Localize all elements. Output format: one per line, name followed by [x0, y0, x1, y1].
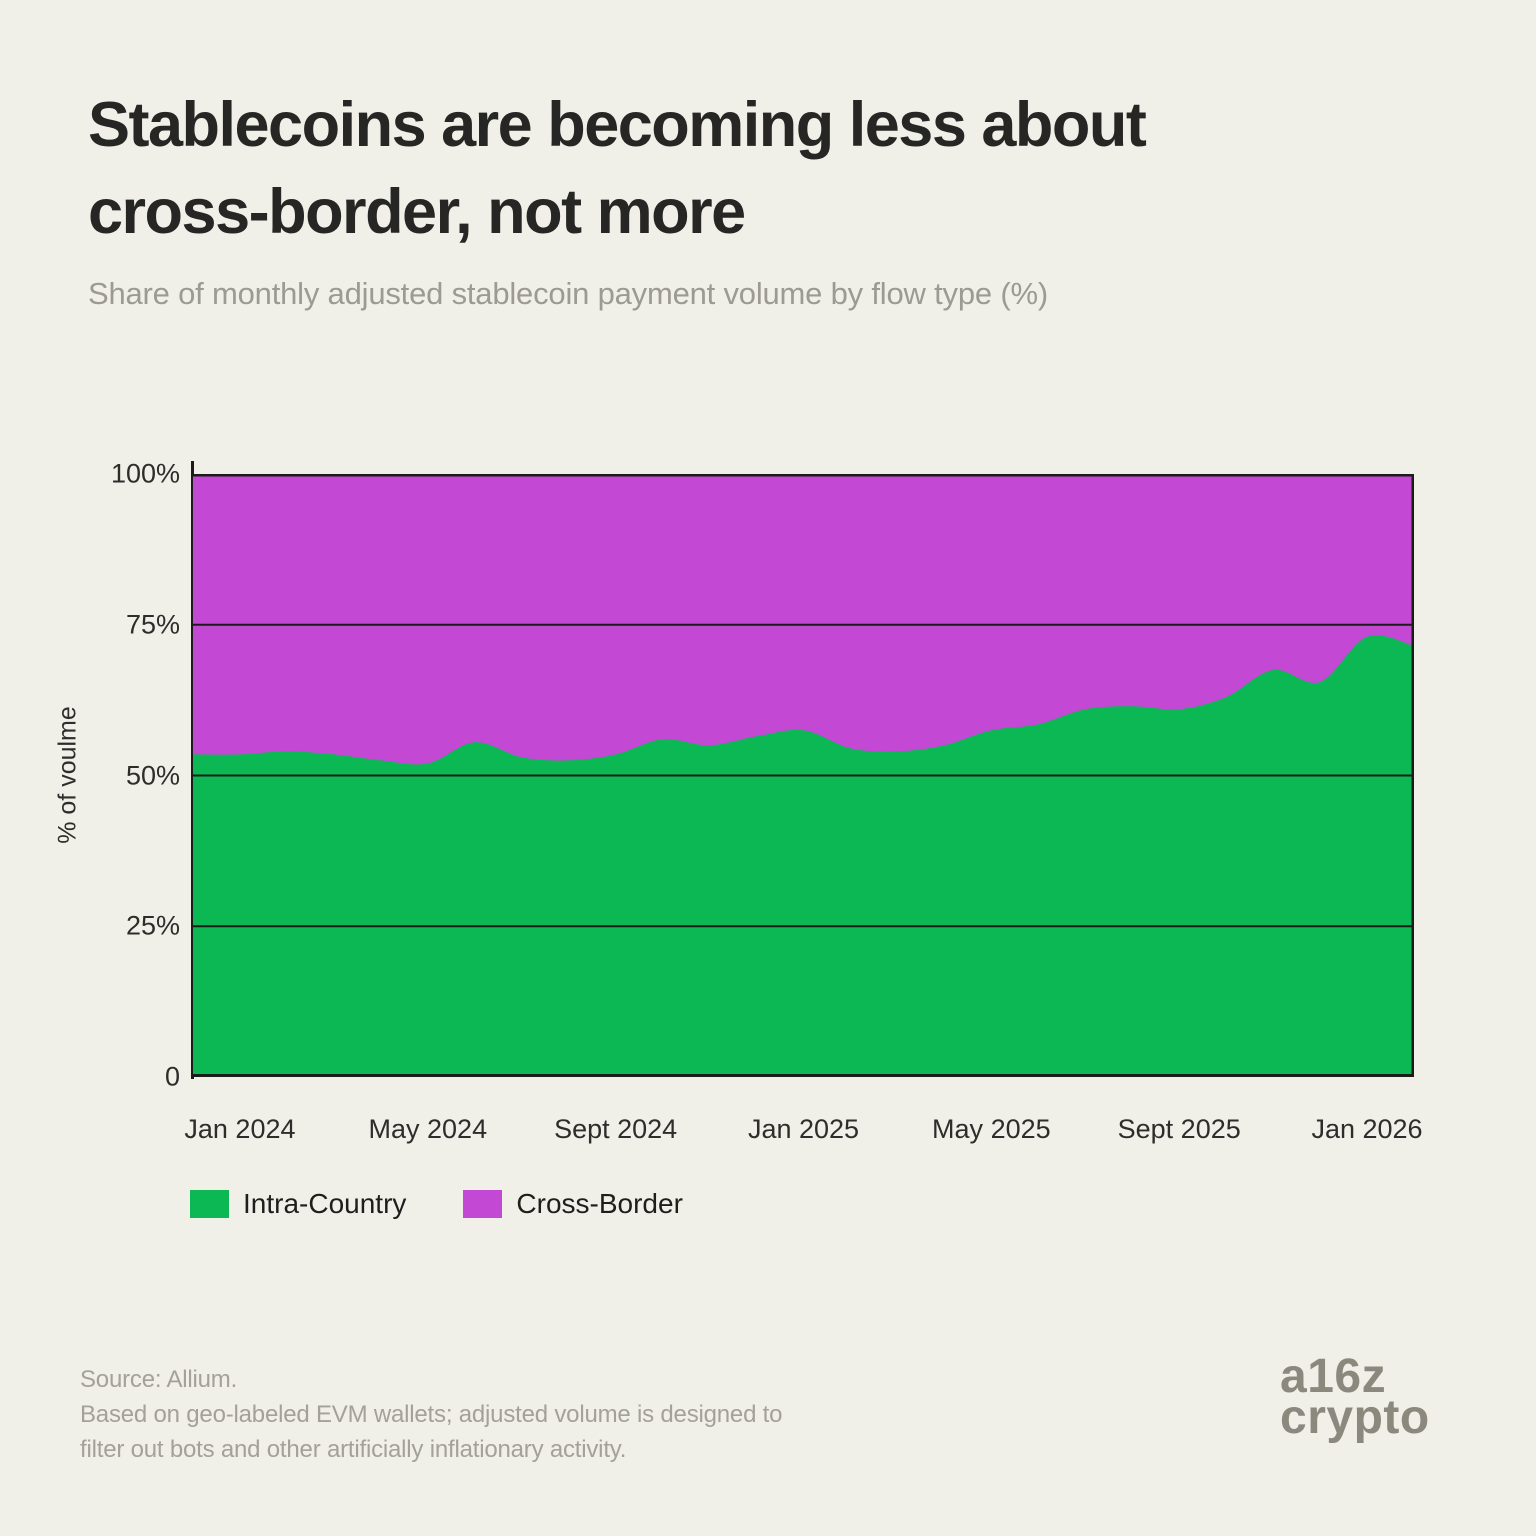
stacked-area-chart — [193, 474, 1414, 1077]
y-tick-label: 25% — [125, 910, 180, 941]
y-tick-label: 50% — [125, 760, 180, 790]
x-tick-label: Jan 2026 — [1311, 1114, 1423, 1144]
legend-swatch-icon — [463, 1190, 503, 1218]
legend-item: Cross-Border — [463, 1188, 683, 1220]
x-tick-label: Jan 2024 — [184, 1114, 296, 1144]
y-tick-label: 100% — [110, 458, 180, 489]
legend-item: Intra-Country — [190, 1188, 406, 1220]
a16z-crypto-logo: a16z crypto — [1280, 1350, 1430, 1444]
source-line: filter out bots and other artificially i… — [80, 1436, 627, 1463]
source-line: Based on geo-labeled EVM wallets; adjust… — [80, 1401, 783, 1428]
chart-subtitle: Share of monthly adjusted stablecoin pay… — [88, 276, 1048, 311]
page-title-line2: cross-border, not more — [88, 177, 746, 247]
y-axis-line — [191, 461, 194, 1079]
plot-area — [193, 474, 1414, 1077]
intra-country-area — [193, 635, 1414, 1077]
logo-line-crypto: crypto — [1280, 1391, 1430, 1444]
source-line: Source: Allium. — [80, 1366, 238, 1393]
legend-swatch-icon — [190, 1190, 229, 1218]
logo-line-a16z: a16z — [1280, 1350, 1387, 1403]
x-tick-label: Jan 2025 — [747, 1114, 860, 1144]
page-title-line1: Stablecoins are becoming less about — [88, 90, 1147, 160]
y-tick-label: 75% — [125, 609, 180, 640]
legend-label: Intra-Country — [243, 1188, 407, 1219]
x-tick-label: May 2025 — [932, 1114, 1051, 1144]
x-tick-label: Sept 2024 — [554, 1114, 678, 1144]
y-tick-label: 0 — [164, 1061, 180, 1092]
x-tick-label: Sept 2025 — [1117, 1114, 1241, 1144]
chart-legend: Intra-Country Cross-Border — [190, 1188, 683, 1220]
page-title: Stablecoins are becoming less about cros… — [88, 82, 1147, 256]
legend-label: Cross-Border — [516, 1188, 683, 1219]
source-note: Source: Allium. Based on geo-labeled EVM… — [80, 1362, 783, 1467]
x-tick-label: May 2024 — [368, 1114, 488, 1144]
